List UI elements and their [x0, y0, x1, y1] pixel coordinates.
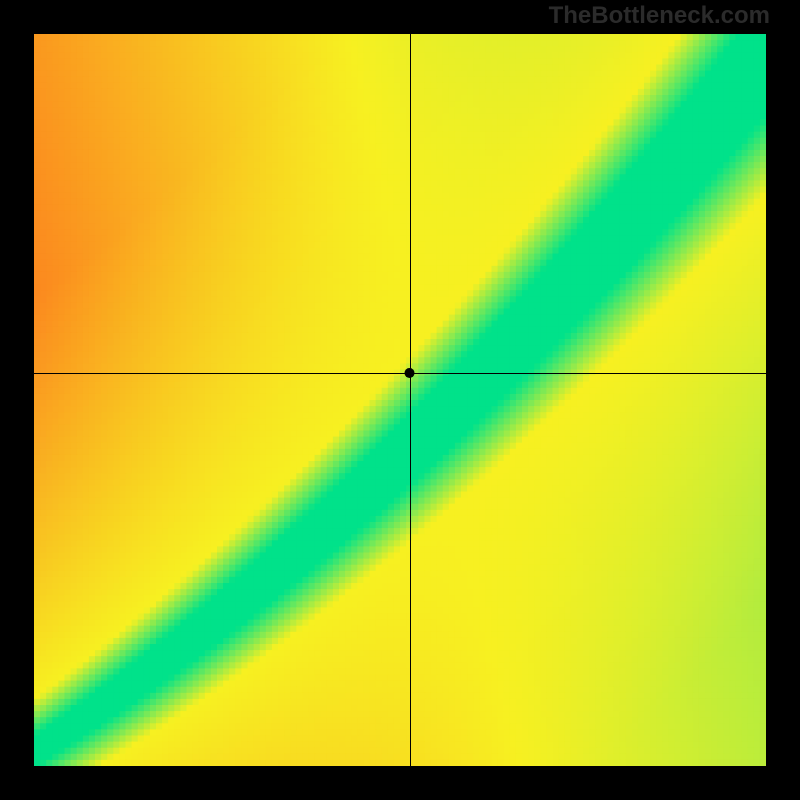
chart-container: TheBottleneck.com	[0, 0, 800, 800]
bottleneck-heatmap	[34, 34, 766, 766]
watermark-label: TheBottleneck.com	[549, 2, 770, 30]
